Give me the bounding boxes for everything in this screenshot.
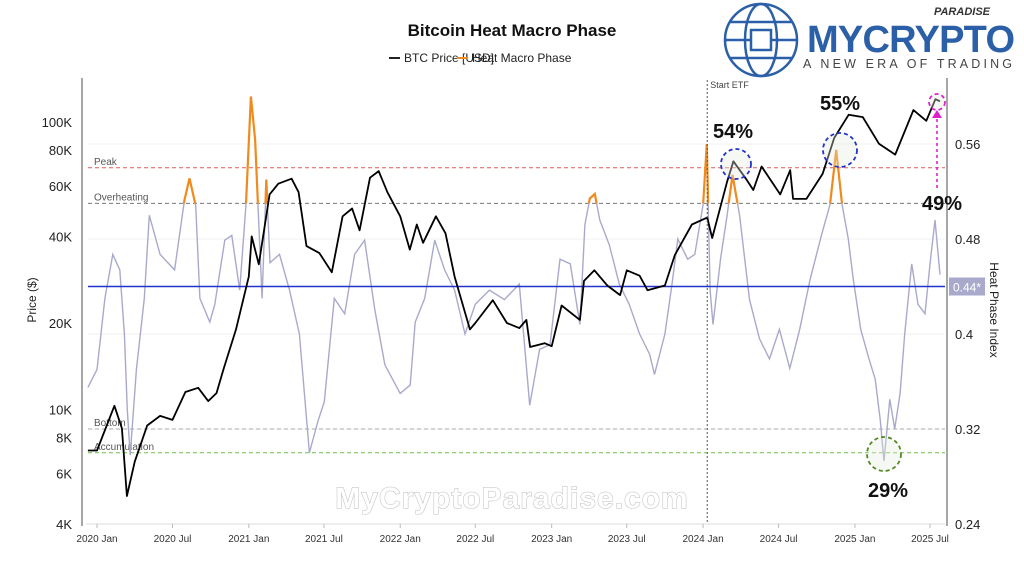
- y-axis-label: Price ($): [25, 277, 39, 322]
- legend-label-btc: BTC Price [USD]: [404, 51, 494, 65]
- x-tick-label: 2021 Jan: [228, 534, 269, 545]
- y2-tick-label: 0.48: [955, 232, 980, 247]
- logo-paradise: PARADISE: [934, 6, 991, 18]
- y-tick-label: 6K: [56, 466, 72, 481]
- chart-title: Bitcoin Heat Macro Phase: [408, 21, 617, 40]
- zone-label-peak: Peak: [94, 157, 118, 168]
- logo-mycrypto: MYCRYPTO: [807, 19, 1015, 61]
- current-level-badge-label: 0.44*: [953, 281, 981, 295]
- y-tick-label: 10K: [49, 403, 72, 418]
- x-tick-label: 2020 Jan: [76, 534, 117, 545]
- watermark: MyCryptoParadise.com: [335, 482, 688, 515]
- y2-tick-label: 0.4: [955, 327, 973, 342]
- tick-labels: 0.24 0.32 0.4 0.48 0.56 4K 6K 8K 10K 20K 40K 60K 80K…: [42, 115, 985, 545]
- y-tick-label: 20K: [49, 316, 72, 331]
- heat-phase-overheated-segments: [182, 96, 844, 204]
- annotation-label-29: 29%: [868, 480, 908, 502]
- series-group: [87, 96, 945, 497]
- zone-label-bottom: Bottom: [94, 418, 126, 429]
- x-tick-label: 2022 Jul: [456, 534, 494, 545]
- x-tick-label: 2024 Jan: [683, 534, 724, 545]
- x-tick-label: 2024 Jul: [760, 534, 798, 545]
- y-tick-label: 100K: [42, 115, 73, 130]
- btc-price-line: [87, 98, 941, 497]
- y-tick-label: 40K: [49, 229, 72, 244]
- x-tick-label: 2023 Jan: [531, 534, 572, 545]
- x-tick-label: 2025 Jul: [911, 534, 949, 545]
- gridlines: [88, 143, 945, 525]
- y2-axis-label: Heat Phase Index: [987, 262, 1001, 357]
- annotation-circle-29: [866, 436, 902, 472]
- axes: [81, 78, 948, 526]
- y2-tick-label: 0.24: [955, 517, 980, 532]
- brand-logo: PARADISE MYCRYPTO A NEW ERA OF TRADING: [723, 2, 1015, 78]
- arrow-up-icon: [932, 110, 942, 118]
- legend-label-heat: Heat Macro Phase: [472, 51, 572, 65]
- y-tick-label: 4K: [56, 517, 72, 532]
- y-tick-label: 8K: [56, 430, 72, 445]
- y2-tick-label: 0.56: [955, 137, 980, 152]
- globe-chip-icon: [723, 2, 799, 78]
- annotation-label-54: 54%: [713, 121, 753, 143]
- x-tick-label: 2020 Jul: [154, 534, 192, 545]
- annotation-circle-55: [822, 132, 858, 168]
- y-tick-label: 60K: [49, 179, 72, 194]
- x-tick-label: 2025 Jan: [834, 534, 875, 545]
- zone-label-overheating: Overheating: [94, 192, 148, 203]
- y2-tick-label: 0.32: [955, 422, 980, 437]
- annotation-label-49: 49%: [922, 193, 962, 215]
- y-tick-label: 80K: [49, 143, 72, 158]
- current-level-badge: [949, 277, 985, 296]
- etf-start-label: Start ETF: [710, 80, 749, 90]
- x-tick-label: 2021 Jul: [305, 534, 343, 545]
- annotation-circle-54: [720, 148, 752, 180]
- annotation-circle-49: [928, 93, 946, 111]
- logo-tagline: A NEW ERA OF TRADING: [803, 57, 1015, 71]
- x-tick-label: 2023 Jul: [608, 534, 646, 545]
- heat-phase-line: [87, 96, 941, 462]
- annotation-label-55: 55%: [820, 93, 860, 115]
- legend: BTC Price [USD] Heat Macro Phase: [389, 51, 572, 65]
- x-tick-label: 2022 Jan: [380, 534, 421, 545]
- annotations: Start ETF 54% 55% 49% 29%: [706, 80, 962, 524]
